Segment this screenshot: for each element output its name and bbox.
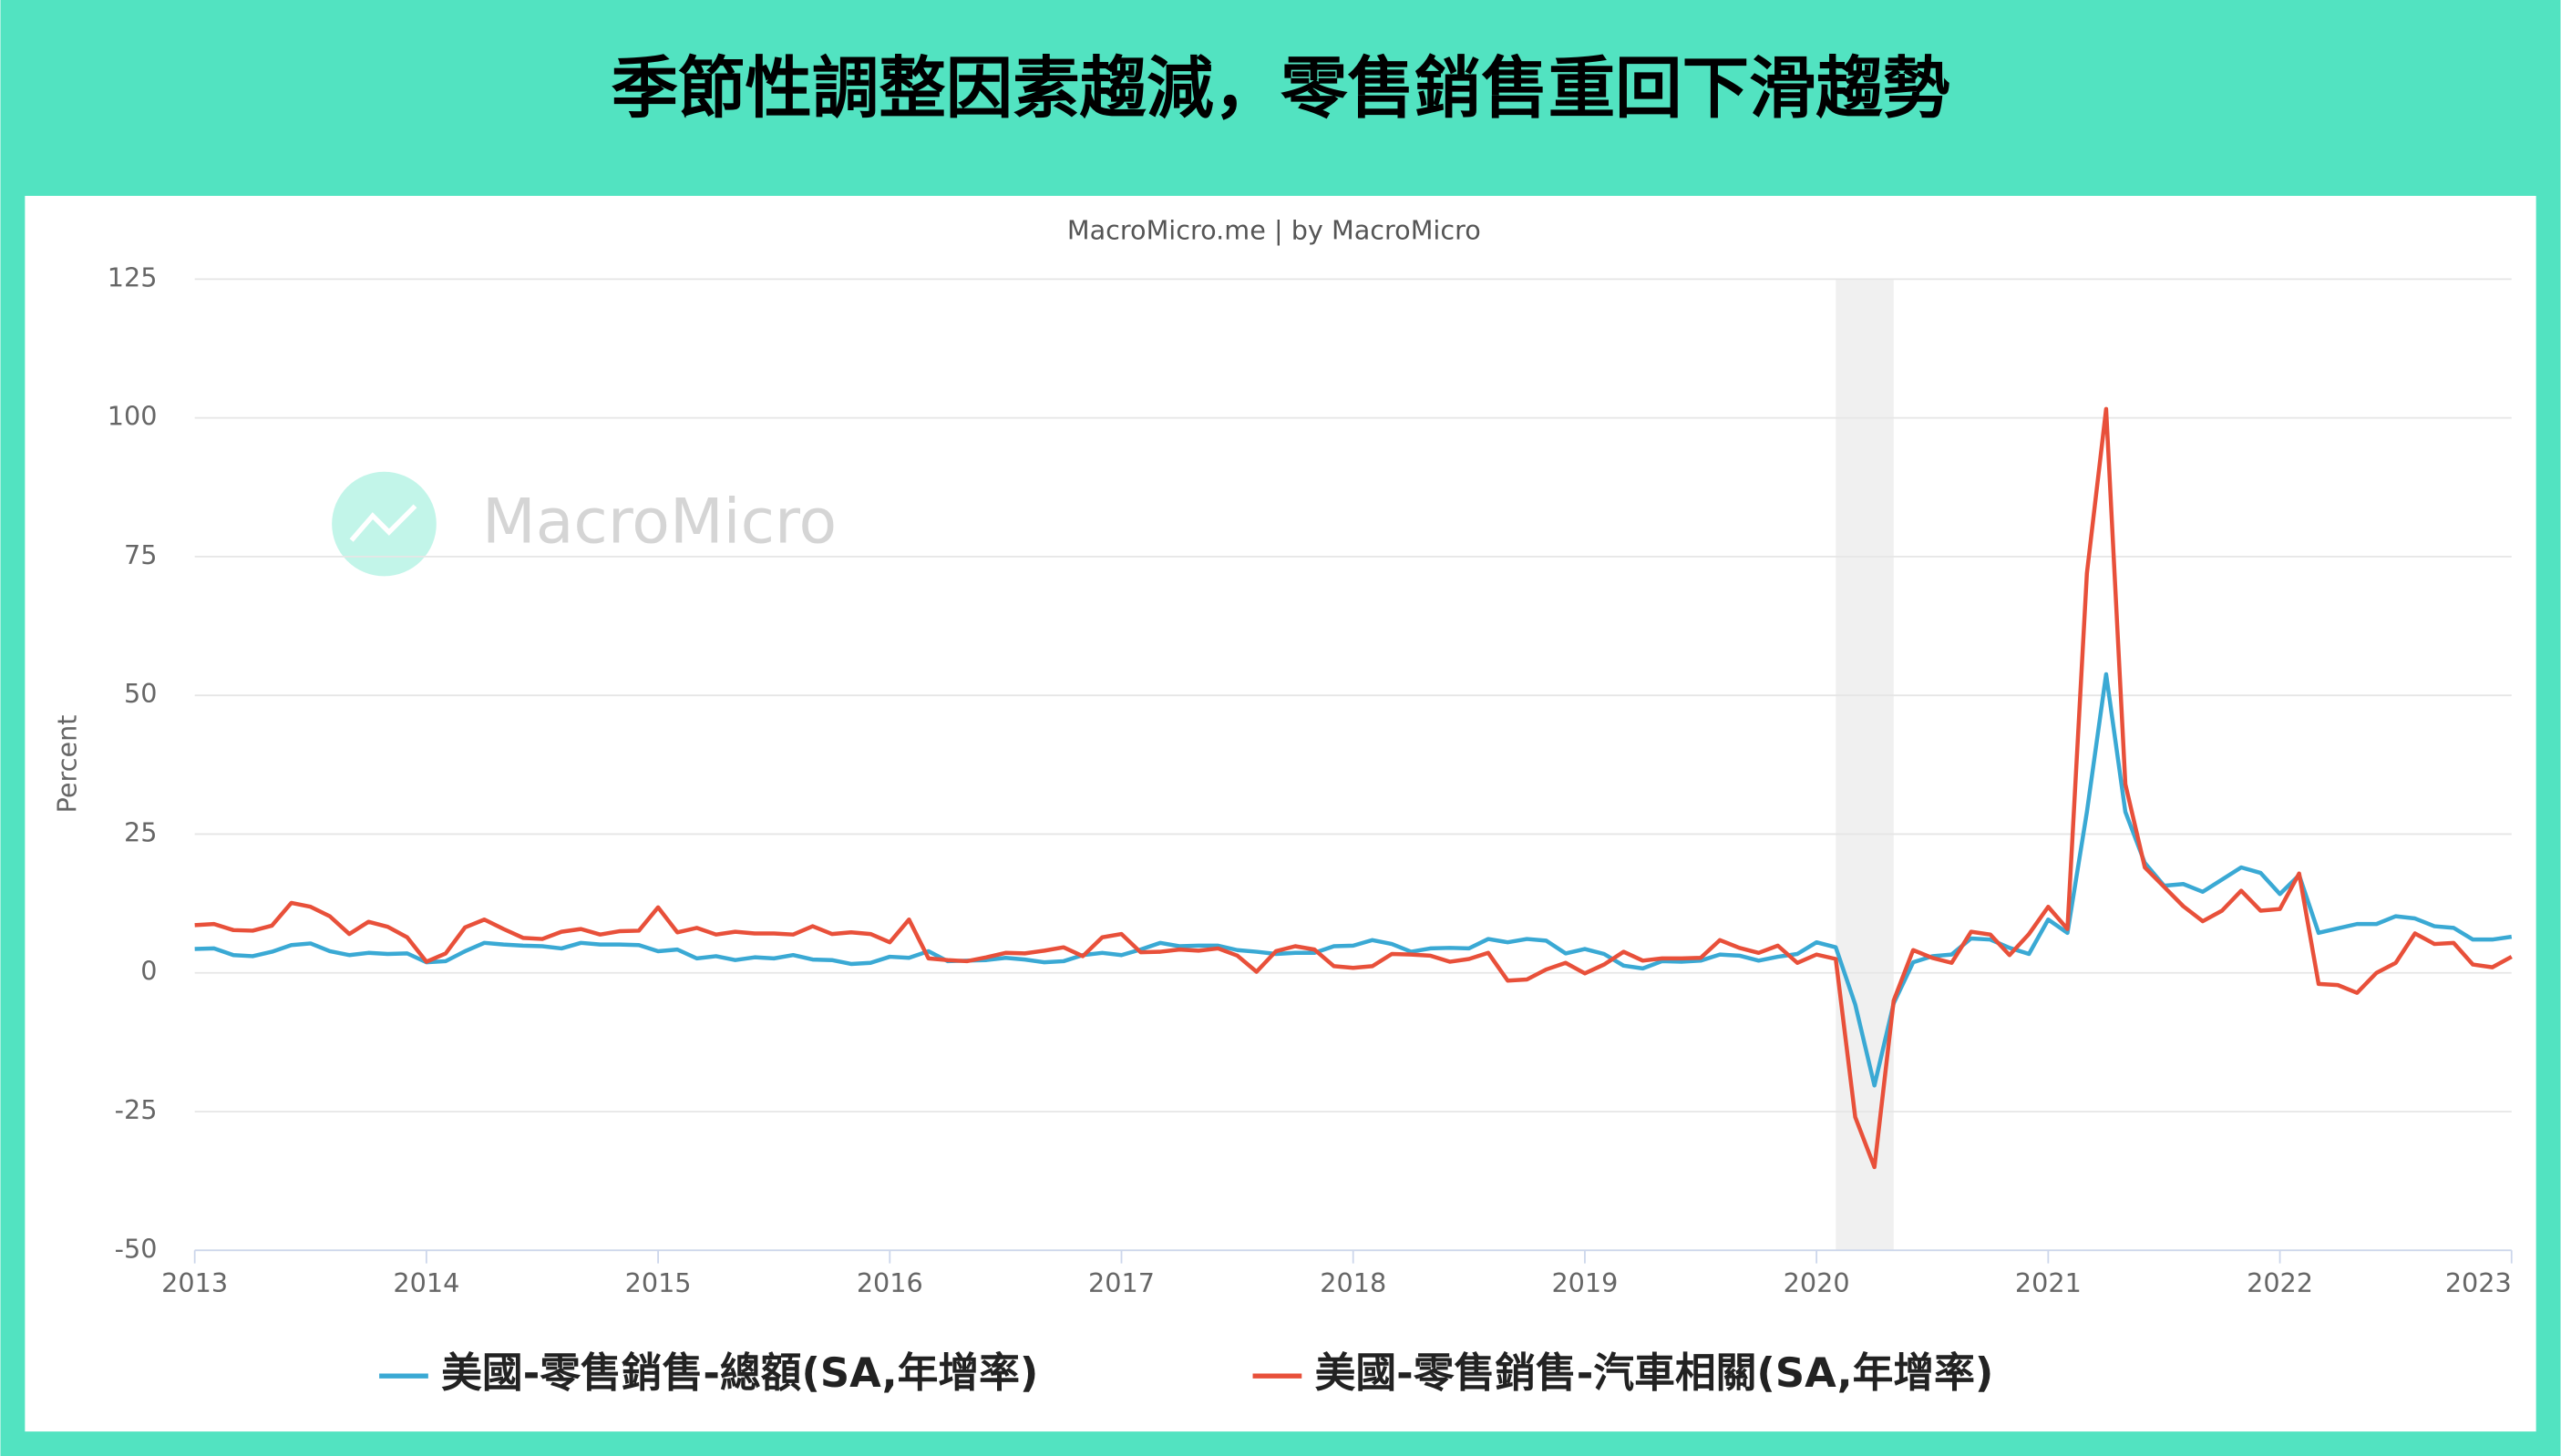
x-tick-label: 2021 [2015, 1267, 2082, 1298]
legend-label: 美國-零售銷售-總額(SA,年增率) [441, 1348, 1038, 1397]
x-tick-label: 2020 [1784, 1267, 1850, 1298]
legend-label: 美國-零售銷售-汽車相關(SA,年增率) [1315, 1348, 1994, 1397]
x-tick-label: 2023 [2445, 1267, 2512, 1298]
legend: 美國-零售銷售-總額(SA,年增率) 美國-零售銷售-汽車相關(SA,年增率) [379, 1348, 1993, 1397]
y-tick-label: 50 [124, 678, 157, 709]
y-tick-label: 25 [124, 816, 157, 847]
watermark-logo [332, 471, 437, 577]
x-tick-label: 2022 [2247, 1267, 2313, 1298]
y-tick-label: 0 [140, 956, 157, 987]
recession-band [1836, 279, 1894, 1251]
panel [25, 195, 2536, 1432]
x-tick-label: 2013 [161, 1267, 228, 1298]
y-tick-label: -25 [115, 1094, 158, 1125]
y-tick-label: 125 [108, 261, 158, 292]
y-axis-label: Percent [52, 714, 83, 813]
x-tick-label: 2018 [1320, 1267, 1386, 1298]
x-tick-label: 2019 [1551, 1267, 1618, 1298]
series-line [194, 406, 2513, 1170]
watermark-icon [349, 504, 417, 542]
x-tick-label: 2015 [625, 1267, 692, 1298]
credit: MacroMicro.me | by MacroMicro [1067, 214, 1481, 245]
y-tick-label: -50 [115, 1233, 158, 1264]
chart-title: 季節性調整因素趨減，零售銷售重回下滑趨勢 [612, 50, 1950, 128]
watermark-text: MacroMicro [482, 486, 837, 558]
x-tick-label: 2017 [1088, 1267, 1155, 1298]
y-tick-label: 75 [124, 539, 157, 570]
series-line [194, 672, 2513, 1088]
x-tick-label: 2014 [393, 1267, 459, 1298]
plot-area: -50 -25 0 25 50 75 100 125 2013 2014 2015 2016 2017 2… [108, 261, 2513, 1298]
y-tick-label: 100 [108, 401, 158, 432]
watermark-group: MacroMicro [332, 471, 837, 577]
x-tick-label: 2016 [857, 1267, 923, 1298]
